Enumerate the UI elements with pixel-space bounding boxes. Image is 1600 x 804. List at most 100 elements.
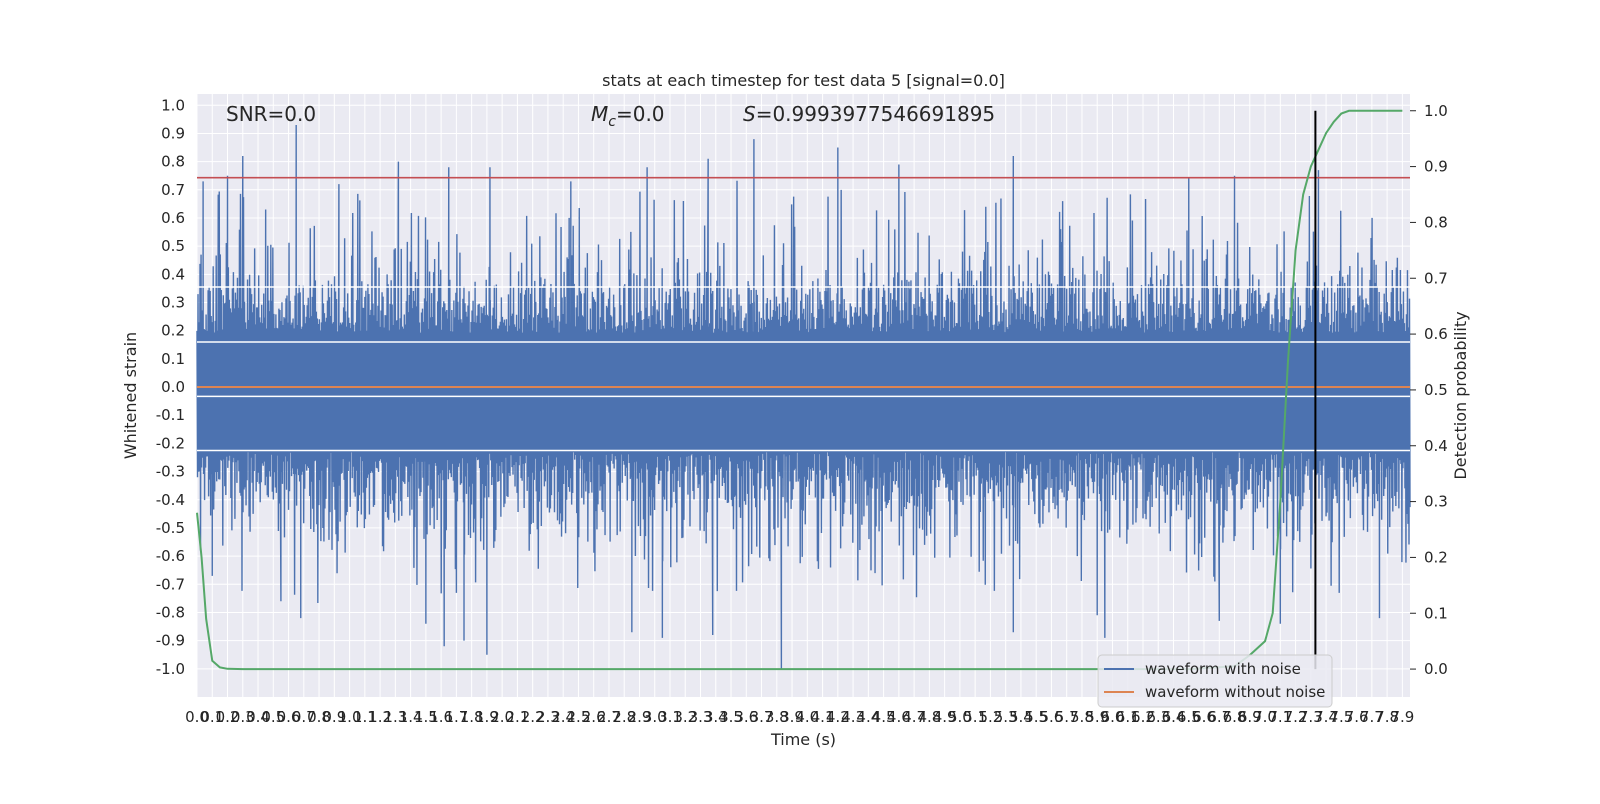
x-tick-label: 7.6 <box>1345 708 1369 726</box>
y-tick-label: 1.0 <box>161 96 185 114</box>
x-tick-label: 1.1 <box>353 708 377 726</box>
x-tick-label: 7.8 <box>1375 708 1399 726</box>
y-tick-label: -0.2 <box>156 434 185 452</box>
x-tick-label: 7.9 <box>1390 708 1414 726</box>
x-tick-label: 4.5 <box>872 708 896 726</box>
x-tick-label: 3.4 <box>704 708 728 726</box>
x-tick-label: 6.8 <box>1223 708 1247 726</box>
x-tick-label: 5.1 <box>963 708 987 726</box>
x-tick-label: 7.1 <box>1268 708 1292 726</box>
x-tick-label: 0.6 <box>277 708 301 726</box>
x-tick-label: 4.2 <box>826 708 850 726</box>
x-tick-label: 2.6 <box>582 708 606 726</box>
x-tick-label: 1.6 <box>429 708 453 726</box>
legend-label: waveform with noise <box>1145 660 1301 678</box>
x-tick-label: 0.3 <box>231 708 255 726</box>
y-tick-label: 0.6 <box>161 209 185 227</box>
x-tick-label: 2.8 <box>612 708 636 726</box>
y2-tick-label: 1.0 <box>1424 102 1448 120</box>
y-tick-label: 0.5 <box>161 237 185 255</box>
x-tick-label: 5.0 <box>948 708 972 726</box>
y2-tick-label: 0.9 <box>1424 158 1448 176</box>
annotation-chirp-mass: Mc=0.0 <box>591 102 665 130</box>
x-tick-label: 2.3 <box>536 708 560 726</box>
x-tick-label: 0.2 <box>216 708 240 726</box>
x-tick-label: 6.5 <box>1177 708 1201 726</box>
x-tick-label: 4.3 <box>841 708 865 726</box>
x-tick-label: 5.2 <box>978 708 1002 726</box>
y-tick-label: 0.8 <box>161 153 185 171</box>
x-tick-label: 7.0 <box>1253 708 1277 726</box>
annotation-stat: S=0.9993977546691895 <box>743 102 995 126</box>
x-tick-label: 0.4 <box>246 708 270 726</box>
x-tick-label: 5.9 <box>1085 708 1109 726</box>
x-tick-label: 7.4 <box>1314 708 1338 726</box>
x-tick-label: 7.5 <box>1329 708 1353 726</box>
x-tick-label: 3.1 <box>658 708 682 726</box>
y-tick-label: -0.4 <box>156 491 185 509</box>
x-tick-label: 4.1 <box>811 708 835 726</box>
x-tick-label: 6.1 <box>1116 708 1140 726</box>
y-tick-label: 0.7 <box>161 181 185 199</box>
y-tick-label: 0.2 <box>161 322 185 340</box>
x-tick-label: 6.6 <box>1192 708 1216 726</box>
x-tick-label: 1.7 <box>444 708 468 726</box>
y2-tick-label: 0.5 <box>1424 381 1448 399</box>
y-tick-label: -0.1 <box>156 406 185 424</box>
y-tick-label: 0.1 <box>161 350 185 368</box>
y-tick-label: -0.5 <box>156 519 185 537</box>
x-tick-label: 1.8 <box>460 708 484 726</box>
x-tick-label: 0.9 <box>322 708 346 726</box>
x-tick-label: 2.9 <box>628 708 652 726</box>
y2-tick-label: 0.2 <box>1424 548 1448 566</box>
x-tick-label: 5.7 <box>1055 708 1079 726</box>
x-tick-label: 6.7 <box>1207 708 1231 726</box>
x-tick-label: 6.2 <box>1131 708 1155 726</box>
y-tick-label: 0.0 <box>161 378 185 396</box>
x-tick-label: 2.0 <box>490 708 514 726</box>
x-tick-label: 4.0 <box>795 708 819 726</box>
y-axis-label: Whitened strain <box>121 332 140 459</box>
y-tick-label: -0.7 <box>156 575 185 593</box>
x-tick-label: 4.9 <box>933 708 957 726</box>
y-tick-label: -0.6 <box>156 547 185 565</box>
y-tick-label: 0.3 <box>161 294 185 312</box>
y-tick-label: -0.9 <box>156 632 185 650</box>
x-tick-label: 5.5 <box>1024 708 1048 726</box>
x-tick-label: 4.6 <box>887 708 911 726</box>
x-tick-label: 5.3 <box>994 708 1018 726</box>
x-tick-label: 4.8 <box>917 708 941 726</box>
x-tick-label: 7.3 <box>1299 708 1323 726</box>
x-tick-label: 2.2 <box>521 708 545 726</box>
x-tick-label: 3.2 <box>673 708 697 726</box>
x-tick-label: 4.4 <box>856 708 880 726</box>
series-detection-probability <box>196 109 1403 671</box>
x-tick-label: 0.8 <box>307 708 331 726</box>
x-tick-label: 5.6 <box>1040 708 1064 726</box>
annotation-stat-symbol: S <box>743 102 756 126</box>
y-tick-label: 0.9 <box>161 124 185 142</box>
x-tick-label: 0.1 <box>200 708 224 726</box>
x-tick-label: 3.9 <box>780 708 804 726</box>
y-tick-label: -1.0 <box>156 660 185 678</box>
x-tick-label: 6.4 <box>1162 708 1186 726</box>
y2-tick-label: 0.0 <box>1424 660 1448 678</box>
x-axis-label: Time (s) <box>770 730 836 749</box>
x-tick-label: 6.0 <box>1101 708 1125 726</box>
x-tick-label: 3.5 <box>719 708 743 726</box>
annotation-chirp-mass-subscript: c <box>608 114 616 130</box>
annotation-chirp-mass-value: =0.0 <box>616 102 665 126</box>
x-tick-label: 3.3 <box>689 708 713 726</box>
y2-tick-label: 0.8 <box>1424 213 1448 231</box>
chart-title: stats at each timestep for test data 5 [… <box>602 71 1005 90</box>
x-tick-label: 3.8 <box>765 708 789 726</box>
x-tick-label: 5.8 <box>1070 708 1094 726</box>
x-tick-label: 3.7 <box>750 708 774 726</box>
annotation-chirp-mass-symbol: M <box>591 102 608 126</box>
x-tick-label: 1.4 <box>399 708 423 726</box>
x-tick-label: 2.4 <box>551 708 575 726</box>
x-tick-label: 6.3 <box>1146 708 1170 726</box>
y2-tick-label: 0.3 <box>1424 493 1448 511</box>
